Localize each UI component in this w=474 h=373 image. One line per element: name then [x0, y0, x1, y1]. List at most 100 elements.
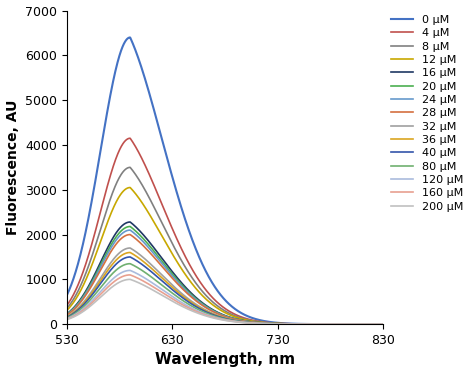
28 μM [381, 322, 386, 326]
20 μM [64, 312, 70, 317]
32 μM [282, 322, 287, 326]
8 μM [311, 322, 317, 326]
32 μM [96, 278, 102, 282]
120 μM [192, 307, 198, 312]
Line: 40 μM: 40 μM [67, 257, 383, 324]
8 μM [381, 322, 386, 326]
32 μM [204, 308, 210, 313]
Line: 0 μM: 0 μM [67, 37, 383, 324]
4 μM [381, 322, 386, 326]
Legend: 0 μM, 4 μM, 8 μM, 12 μM, 16 μM, 20 μM, 24 μM, 28 μM, 32 μM, 36 μM, 40 μM, 80 μM,: 0 μM, 4 μM, 8 μM, 12 μM, 16 μM, 20 μM, 2… [387, 10, 468, 216]
0 μM [381, 322, 386, 326]
36 μM [96, 280, 102, 285]
24 μM [204, 305, 210, 310]
4 μM [317, 322, 322, 326]
Line: 24 μM: 24 μM [67, 230, 383, 324]
12 μM [192, 285, 198, 290]
4 μM [127, 136, 133, 141]
200 μM [282, 322, 287, 326]
28 μM [192, 298, 198, 303]
20 μM [192, 296, 198, 300]
24 μM [381, 322, 386, 326]
28 μM [96, 270, 102, 275]
160 μM [381, 322, 386, 326]
Line: 32 μM: 32 μM [67, 248, 383, 324]
120 μM [381, 322, 386, 326]
28 μM [127, 232, 133, 237]
16 μM [204, 304, 210, 308]
20 μM [317, 322, 322, 326]
Line: 16 μM: 16 μM [67, 222, 383, 324]
36 μM [127, 250, 133, 255]
160 μM [127, 273, 133, 277]
0 μM [64, 293, 70, 298]
20 μM [282, 322, 287, 326]
32 μM [311, 322, 317, 326]
16 μM [96, 263, 102, 267]
24 μM [64, 313, 70, 317]
40 μM [127, 255, 133, 259]
12 μM [96, 243, 102, 248]
16 μM [127, 220, 133, 224]
200 μM [317, 322, 322, 326]
200 μM [204, 314, 210, 319]
40 μM [64, 315, 70, 320]
20 μM [311, 322, 317, 326]
120 μM [64, 317, 70, 321]
36 μM [311, 322, 317, 326]
80 μM [192, 306, 198, 310]
40 μM [311, 322, 317, 326]
36 μM [381, 322, 386, 326]
120 μM [127, 268, 133, 273]
4 μM [204, 289, 210, 293]
16 μM [317, 322, 322, 326]
16 μM [192, 295, 198, 299]
200 μM [96, 296, 102, 301]
160 μM [64, 317, 70, 322]
24 μM [96, 268, 102, 272]
12 μM [127, 185, 133, 190]
Line: 28 μM: 28 μM [67, 235, 383, 324]
40 μM [381, 322, 386, 326]
8 μM [96, 232, 102, 236]
24 μM [127, 228, 133, 232]
36 μM [64, 315, 70, 319]
12 μM [317, 322, 322, 326]
8 μM [192, 280, 198, 284]
40 μM [204, 310, 210, 314]
Line: 8 μM: 8 μM [67, 167, 383, 324]
8 μM [204, 294, 210, 298]
160 μM [311, 322, 317, 326]
200 μM [127, 277, 133, 282]
160 μM [204, 313, 210, 317]
20 μM [96, 266, 102, 270]
0 μM [96, 157, 102, 161]
8 μM [127, 165, 133, 170]
12 μM [282, 322, 287, 326]
120 μM [282, 322, 287, 326]
120 μM [96, 291, 102, 295]
24 μM [317, 322, 322, 326]
80 μM [204, 311, 210, 316]
0 μM [282, 321, 287, 326]
Line: 120 μM: 120 μM [67, 270, 383, 324]
20 μM [381, 322, 386, 326]
16 μM [381, 322, 386, 326]
80 μM [311, 322, 317, 326]
Line: 200 μM: 200 μM [67, 279, 383, 324]
20 μM [127, 224, 133, 229]
36 μM [282, 322, 287, 326]
160 μM [96, 294, 102, 298]
0 μM [311, 322, 317, 326]
28 μM [311, 322, 317, 326]
X-axis label: Wavelength, nm: Wavelength, nm [155, 352, 295, 367]
16 μM [311, 322, 317, 326]
4 μM [282, 322, 287, 326]
4 μM [192, 272, 198, 277]
Line: 160 μM: 160 μM [67, 275, 383, 324]
8 μM [317, 322, 322, 326]
24 μM [192, 297, 198, 301]
0 μM [192, 245, 198, 250]
32 μM [317, 322, 322, 326]
0 μM [204, 270, 210, 275]
